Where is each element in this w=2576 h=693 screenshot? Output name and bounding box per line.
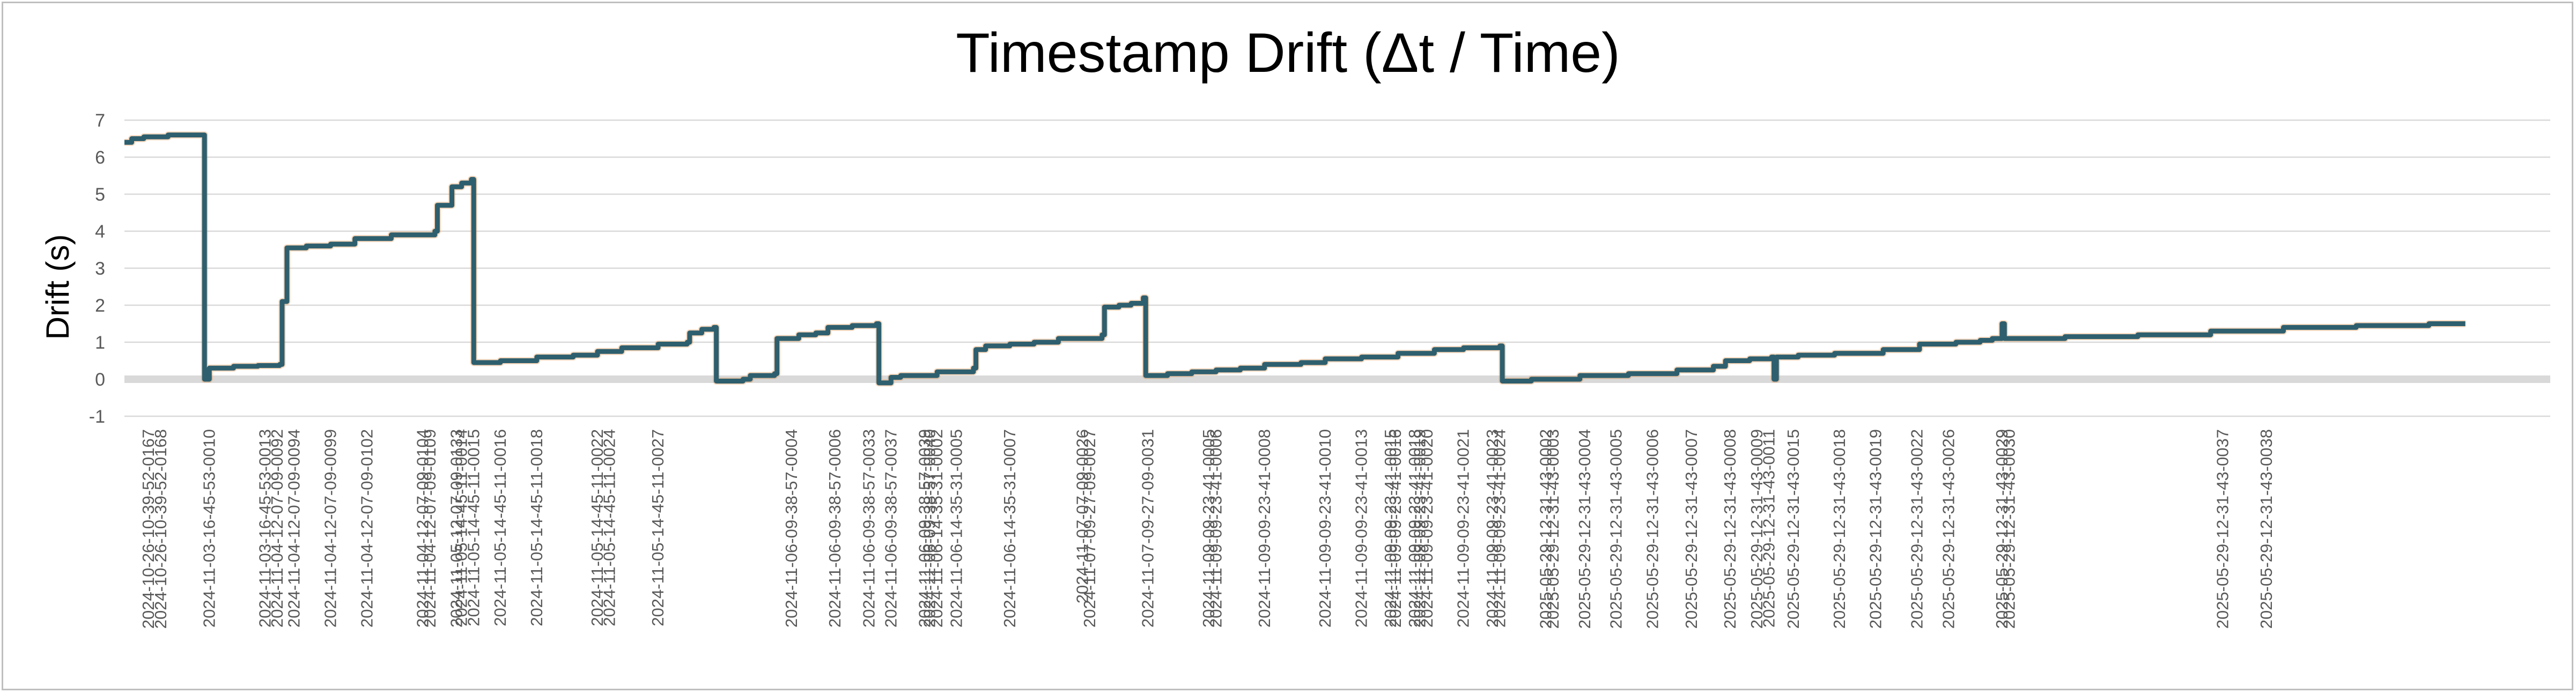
x-tick-label: 2025-05-29-12-31-43-0019 [1866, 429, 1885, 629]
y-tick-label: 5 [95, 185, 105, 205]
x-tick-label: 2024-11-06-14-35-31-0002 [927, 429, 946, 628]
series-layer [124, 131, 2466, 387]
x-tick-label: 2024-11-04-12-07-09-0109 [420, 429, 439, 628]
x-tick-label: 2025-05-29-12-31-43-0038 [2257, 429, 2276, 629]
x-tick-label: 2024-10-26-10-39-52-0168 [151, 429, 170, 629]
x-tick-label: 2024-11-06-09-38-57-0039 [916, 429, 934, 628]
x-tick-label: 2025-05-29-12-31-43-0009 [1747, 429, 1766, 629]
x-tick-label: 2024-11-07-07-09-0026 [1073, 429, 1092, 603]
y-tick-label: 3 [95, 259, 105, 279]
x-tick-label: 2025-05-29-12-31-43-0011 [1760, 429, 1778, 628]
y-tick-label: 0 [95, 370, 105, 390]
x-tick-label: 2024-11-09-09-23-41-0019 [1410, 429, 1429, 628]
x-tick-label: 2024-11-09-09-23-41-0021 [1454, 429, 1473, 628]
x-tick-label: 2024-11-06-09-38-57-0004 [782, 429, 801, 628]
x-tick-label: 2024-11-09-09-23-41-0024 [1490, 429, 1509, 628]
x-tick-label: 2024-11-04-12-07-09-0102 [357, 429, 376, 628]
x-tick-label: 2024-11-06-09-38-57-0033 [860, 429, 879, 628]
x-tick-label: 2024-11-09-09-23-41-0008 [1255, 429, 1274, 628]
x-tick-label: 2024-11-04-12-07-09-0104 [413, 429, 432, 628]
x-tick-label: 2024-11-09-09-23-41-0006 [1206, 429, 1225, 628]
x-tick-label: 2024-11-05-14-45-11-0015 [464, 429, 483, 626]
x-tick-label: 2024-11-06-09-38-57-0006 [825, 429, 844, 628]
y-axis-ticks: -1 0 1 2 3 4 5 6 7 [89, 110, 105, 427]
x-tick-label: 2024-11-09-09-23-41-0013 [1352, 429, 1371, 628]
x-tick-label: 2025-05-29-12-31-43-0006 [1643, 429, 1662, 629]
x-tick-label: 2025-05-29-12-31-43-0004 [1575, 429, 1594, 629]
x-tick-label: 2024-10-26-10-39-52-0167 [139, 429, 158, 629]
x-tick-label: 2025-05-29-12-31-43-0003 [1544, 429, 1562, 629]
x-tick-label: 2025-05-29-12-31-43-0002 [1537, 429, 1555, 629]
x-tick-label: 2024-11-09-09-23-41-0020 [1418, 429, 1436, 628]
x-tick-label: 2024-11-03-16-45-53-0010 [200, 429, 218, 628]
x-tick-label: 2024-11-07-09-27-09-0031 [1139, 429, 1157, 628]
x-tick-label: 2024-11-09-09-23-41-0023 [1483, 429, 1502, 628]
x-tick-label: 2024-11-09-09-23-41-0018 [1405, 429, 1424, 628]
y-tick-label: 6 [95, 148, 105, 168]
x-tick-label: 2025-05-29-12-31-43-0015 [1784, 429, 1803, 629]
x-tick-label: 2024-11-05-14-45-11-0027 [648, 429, 667, 626]
x-tick-label: 2024-11-09-09-23-41-0016 [1386, 429, 1405, 628]
y-tick-label: 7 [95, 110, 105, 131]
chart-title: Timestamp Drift (Δt / Time) [956, 22, 1620, 84]
x-tick-label: 2024-11-06-09-38-57-0040 [920, 429, 939, 628]
x-tick-label: 2024-11-06-09-38-57-0037 [881, 429, 900, 628]
x-tick-label: 2024-11-07-09-27-09-0027 [1080, 429, 1099, 628]
series-line [124, 132, 2466, 386]
x-tick-label: 2025-05-29-12-31-43-0008 [1721, 429, 1739, 629]
x-tick-label: 2024-11-05-14-45-11-0016 [491, 429, 510, 626]
y-tick-label: 1 [95, 333, 105, 353]
y-tick-label: 2 [95, 296, 105, 316]
x-tick-label: 2024-11-09-09-23-41-0010 [1316, 429, 1334, 628]
x-tick-label: 2024-11-04-12-07-09-0094 [285, 429, 304, 628]
x-tick-label: 2024-11-04-12-07-09-0092 [268, 429, 286, 628]
x-tick-label: 2024-11-05-14-45-11-0022 [588, 429, 607, 626]
x-tick-label: 2025-05-29-12-31-43-0022 [1908, 429, 1927, 629]
x-tick-label: 2024-11-06-14-35-31-0007 [1000, 429, 1019, 628]
x-tick-label: 2025-05-29-12-31-43-0005 [1607, 429, 1626, 629]
x-tick-label: 2025-05-29-12-31-43-0026 [1939, 429, 1958, 629]
x-tick-label: 2025-05-29-12-31-43-0007 [1682, 429, 1701, 629]
y-axis-label: Drift (s) [40, 234, 76, 340]
x-tick-label: 2024-11-05-12-07-09-0133 [447, 429, 466, 628]
x-tick-label: 2025-05-29-12-31-43-0018 [1830, 429, 1849, 629]
x-tick-label: 2024-11-05-14-45-11-0024 [600, 429, 619, 626]
gridlines [124, 119, 2550, 417]
y-tick-label: 4 [95, 222, 105, 242]
x-tick-label: 2024-11-09-09-23-41-0015 [1381, 429, 1400, 628]
x-tick-label: 2025-05-29-12-31-43-0029 [1992, 429, 2011, 629]
x-tick-label: 2024-11-06-14-35-31-0005 [947, 429, 965, 628]
x-tick-label: 2024-11-05-14-45-11-0014 [452, 429, 471, 626]
x-axis-ticks: 2024-10-26-10-39-52-01672024-10-26-10-39… [139, 429, 2276, 629]
x-tick-label: 2025-05-29-12-31-43-0030 [1999, 429, 2018, 629]
x-tick-label: 2024-11-05-14-45-11-0018 [527, 429, 546, 626]
x-tick-label: 2024-11-03-16-45-53-0013 [255, 429, 274, 628]
x-tick-label: 2025-05-29-12-31-43-0037 [2213, 429, 2232, 629]
x-tick-label: 2024-11-09-09-23-41-0005 [1199, 429, 1218, 628]
x-tick-label: 2024-11-04-12-07-09-0099 [321, 429, 340, 628]
y-tick-label: -1 [89, 407, 105, 427]
